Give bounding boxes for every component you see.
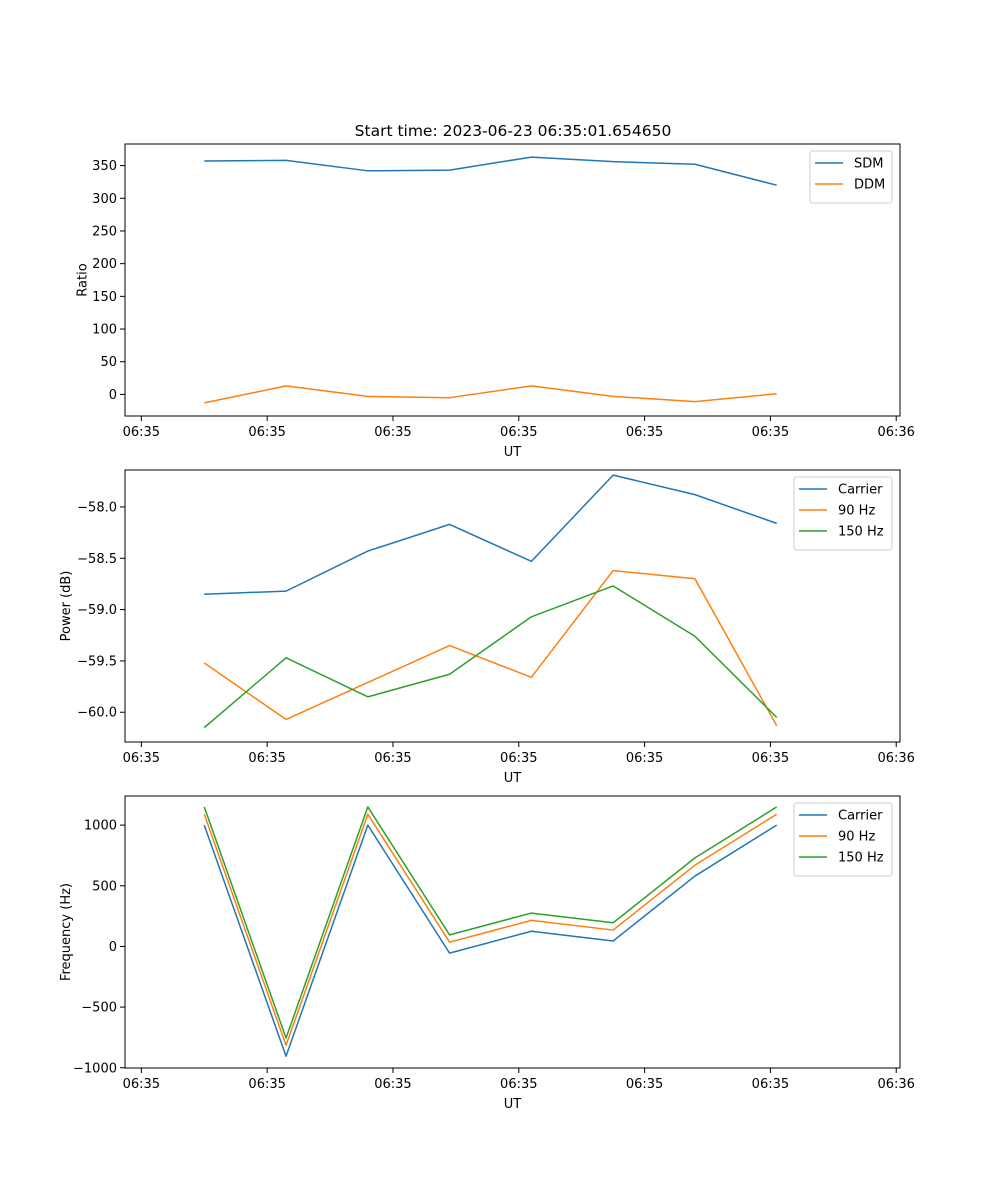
x-axis-label: UT [504,1097,522,1112]
chart-panel-1: 06:35 06:35 06:35 06:35 06:35 06:35 06:36 UT 0 50… [75,143,915,460]
series-line-carrier [203,824,778,1057]
y-tick-label: 0 [109,388,117,403]
series-line-150-hz [203,585,778,729]
y-tick-label: 300 [92,192,117,207]
y-tick-label: 150 [92,290,117,305]
x-tick-label: 06:35 [123,751,160,766]
x-tick-label: 06:35 [248,751,285,766]
x-tick-label: 06:35 [248,425,285,440]
legend-label: 150 Hz [838,851,884,866]
axes-frame [124,469,901,743]
series-line-90-hz [203,813,778,1047]
y-tick-label: −58.5 [77,552,117,567]
y-tick-label: −59.0 [77,603,117,618]
y-tick-label: −58.0 [77,500,117,515]
x-tick-label: 06:36 [877,425,914,440]
y-tick-label: −59.5 [77,654,117,669]
x-tick-label: 06:35 [500,1077,537,1092]
legend-label: DDM [854,178,885,193]
legend-label: 150 Hz [838,525,884,540]
legend-label: 90 Hz [838,830,875,845]
x-tick-label: 06:35 [752,425,789,440]
x-tick-label: 06:35 [626,425,663,440]
series-line-90-hz [203,569,778,726]
y-axis-label: Ratio [75,263,90,296]
y-tick-label: 500 [92,879,117,894]
x-tick-label: 06:35 [626,751,663,766]
legend: Carrier 90 Hz 150 Hz [793,476,893,551]
x-tick-label: 06:35 [752,751,789,766]
figure-title: Start time: 2023-06-23 06:35:01.654650 [355,122,672,140]
y-tick-label: 50 [100,355,117,370]
x-tick-label: 06:35 [123,1077,160,1092]
legend-label: SDM [854,157,883,172]
series-line-sdm [204,156,777,186]
x-tick-label: 06:35 [626,1077,663,1092]
x-tick-label: 06:35 [374,425,411,440]
y-tick-label: −500 [81,1001,117,1016]
x-tick-label: 06:36 [877,1077,914,1092]
y-tick-label: 350 [92,159,117,174]
chart-panel-3: 06:35 06:35 06:35 06:35 06:35 06:35 06:36 UT −10… [59,795,915,1112]
x-tick-label: 06:35 [248,1077,285,1092]
legend-label: Carrier [838,809,883,824]
y-tick-label: 1000 [84,819,117,834]
axes-frame [124,795,901,1069]
panels: 06:35 06:35 06:35 06:35 06:35 06:35 06:36 UT 0 50… [59,143,915,1112]
x-tick-label: 06:35 [374,751,411,766]
x-axis-label: UT [504,445,522,460]
series-line-150-hz [203,806,778,1039]
x-tick-label: 06:35 [500,425,537,440]
series-line-ddm [204,385,777,404]
y-tick-label: −60.0 [77,706,117,721]
y-tick-label: 250 [92,224,117,239]
x-tick-label: 06:35 [374,1077,411,1092]
y-tick-label: 0 [109,940,117,955]
x-tick-label: 06:35 [123,425,160,440]
axes-frame [124,143,901,417]
x-axis-label: UT [504,771,522,786]
y-axis-label: Power (dB) [59,571,74,642]
x-tick-label: 06:35 [752,1077,789,1092]
legend-box [809,150,893,204]
legend: Carrier 90 Hz 150 Hz [793,802,893,877]
y-axis-label: Frequency (Hz) [59,883,74,981]
y-tick-label: −1000 [73,1061,117,1076]
y-tick-label: 200 [92,257,117,272]
chart-panel-2: 06:35 06:35 06:35 06:35 06:35 06:35 06:36 UT −60… [59,469,915,786]
series-line-carrier [204,474,777,595]
legend: SDM DDM [809,150,893,204]
y-tick-label: 100 [92,323,117,338]
legend-label: 90 Hz [838,504,875,519]
legend-label: Carrier [838,483,883,498]
x-tick-label: 06:35 [500,751,537,766]
x-tick-label: 06:36 [877,751,914,766]
